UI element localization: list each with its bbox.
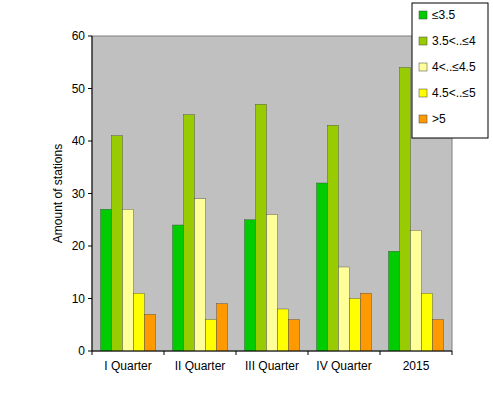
x-tick	[92, 351, 93, 355]
legend-label: 3.5<..≤4	[432, 34, 476, 48]
chart-container: 0 10 20 30 40 50 60 I Quarter II Quarter III Quar…	[0, 0, 493, 399]
y-tick-label: 40	[72, 134, 86, 148]
legend-label: ≤3.5	[432, 8, 456, 22]
x-tick-label: I Quarter	[104, 359, 151, 373]
bar	[411, 230, 422, 351]
y-tick-label: 0	[78, 344, 85, 358]
plot-area	[92, 36, 452, 351]
chart-svg: 0 10 20 30 40 50 60 I Quarter II Quarter III Quar…	[0, 0, 493, 399]
y-tick	[88, 351, 92, 352]
bar	[422, 293, 433, 351]
bar	[134, 293, 145, 351]
x-tick-label: II Quarter	[175, 359, 226, 373]
legend-swatch	[419, 37, 427, 45]
y-tick-label: 10	[72, 292, 86, 306]
bar	[400, 68, 411, 352]
bar	[184, 115, 195, 351]
legend-swatch	[419, 11, 427, 19]
bar	[217, 304, 228, 351]
y-tick	[88, 88, 92, 89]
bar	[289, 320, 300, 352]
bar	[101, 209, 112, 351]
bar	[256, 104, 267, 351]
bars	[101, 68, 444, 352]
bar	[278, 309, 289, 351]
bar	[195, 199, 206, 351]
y-tick-label: 50	[72, 82, 86, 96]
x-tick	[164, 351, 165, 355]
bar	[328, 125, 339, 351]
bar	[317, 183, 328, 351]
legend: ≤3.5 3.5<..≤4 4<..≤4.5 4.5<..≤5 >5	[412, 3, 488, 138]
x-axis	[92, 351, 452, 352]
y-tick	[88, 141, 92, 142]
legend-label: 4.5<..≤5	[432, 86, 476, 100]
y-tick	[88, 36, 92, 37]
x-tick	[308, 351, 309, 355]
legend-swatch	[419, 63, 427, 71]
legend-swatch	[419, 115, 427, 123]
bar	[267, 215, 278, 352]
bar	[350, 299, 361, 352]
y-tick	[88, 246, 92, 247]
x-tick	[452, 351, 453, 355]
x-tick-label: IV Quarter	[316, 359, 371, 373]
y-tick-label: 60	[72, 29, 86, 43]
x-tick	[380, 351, 381, 355]
y-tick	[88, 298, 92, 299]
y-tick	[88, 193, 92, 194]
legend-label: >5	[432, 112, 446, 126]
bar	[173, 225, 184, 351]
bar	[245, 220, 256, 351]
x-tick-label: III Quarter	[245, 359, 299, 373]
bar	[339, 267, 350, 351]
legend-swatch	[419, 89, 427, 97]
x-tick	[236, 351, 237, 355]
legend-label: 4<..≤4.5	[432, 60, 476, 74]
y-tick-label: 30	[72, 187, 86, 201]
bar	[145, 314, 156, 351]
legend-box	[412, 3, 488, 138]
bar	[433, 320, 444, 352]
bar	[112, 136, 123, 351]
y-tick-label: 20	[72, 239, 86, 253]
bar	[123, 209, 134, 351]
bar	[206, 320, 217, 352]
bar	[389, 251, 400, 351]
bar	[361, 293, 372, 351]
y-axis-label: Amount of stations	[51, 144, 65, 243]
x-tick-label: 2015	[403, 359, 430, 373]
